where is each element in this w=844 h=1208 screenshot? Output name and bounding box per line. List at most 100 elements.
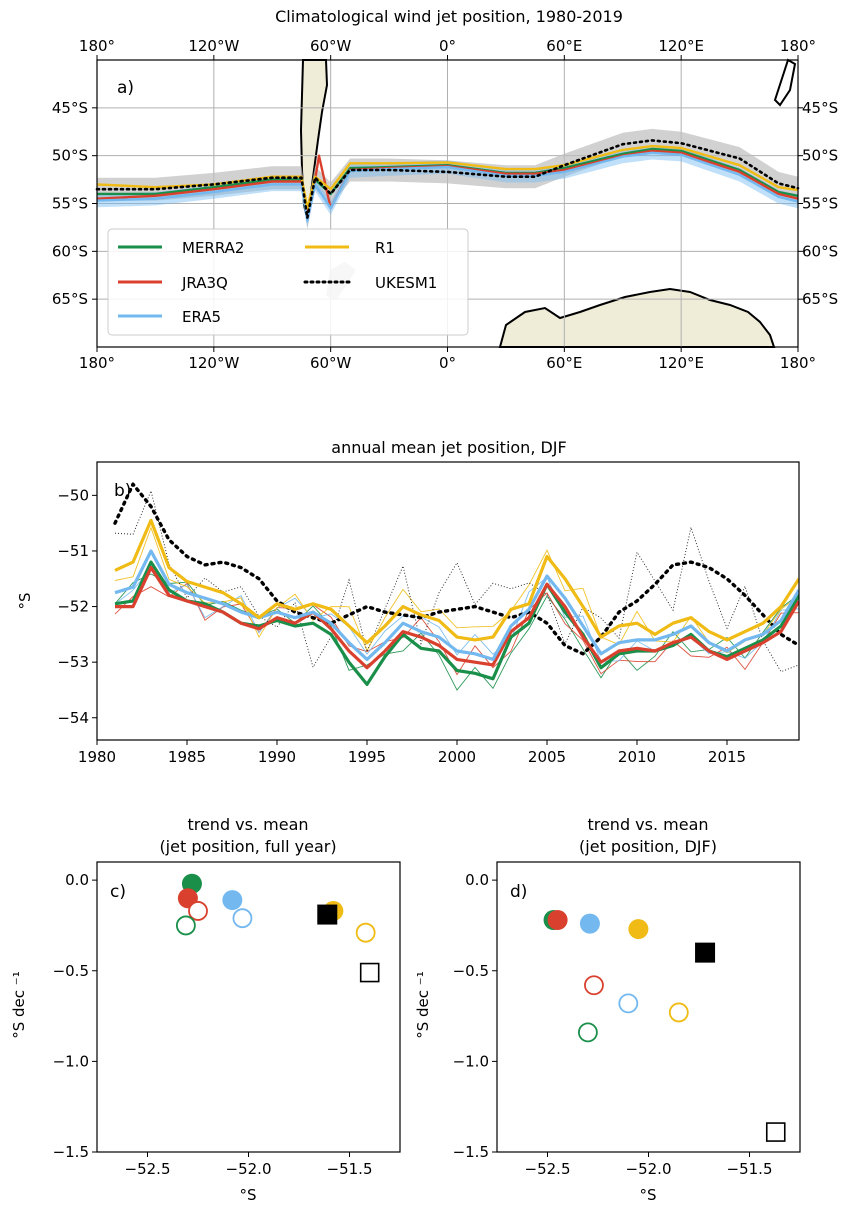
- panel-b-ylabel: °S: [16, 592, 34, 609]
- merra2-open-circle-point: [578, 1022, 598, 1043]
- era5-open-circle-point: [232, 908, 253, 929]
- legend-label-ukesm1: UKESM1: [375, 274, 437, 292]
- y-tick-label: −51: [57, 542, 89, 560]
- legend-box: [107, 228, 469, 336]
- panel-c-frame: [96, 861, 401, 1153]
- panel-b: annual mean jet position, DJF 1980 1985 19…: [16, 438, 800, 766]
- series-line-era5: [96, 151, 799, 222]
- x-tick-label-bottom: 180°: [780, 354, 816, 372]
- merra2-open-circle-point: [175, 915, 196, 936]
- y-tick-label: 0.0: [65, 871, 89, 889]
- y-tick-label-right: 50°S: [802, 147, 838, 165]
- y-tick-label: −0.5: [53, 962, 89, 980]
- x-tick-label: 1985: [168, 748, 206, 766]
- era5-open-circle-point: [618, 993, 639, 1014]
- x-tick-label-bottom: 180°: [79, 354, 115, 372]
- x-tick-label: −52.5: [525, 1160, 571, 1178]
- x-tick-label: 2000: [438, 748, 476, 766]
- y-tick-label: −1.0: [53, 1052, 89, 1070]
- x-tick-label: 2015: [708, 748, 746, 766]
- y-tick-label: −54: [57, 709, 89, 727]
- y-tick-label: −1.5: [53, 1143, 89, 1161]
- y-tick-label: −0.5: [453, 962, 489, 980]
- series-line-era5: [114, 549, 799, 661]
- ukesm1-filled-square-point: [317, 904, 338, 925]
- panel-c-label: c): [110, 882, 126, 902]
- x-tick-label-bottom: 0°: [439, 354, 456, 372]
- x-tick-label: 1990: [258, 748, 296, 766]
- panel-c: trend vs. mean (jet position, full year)…: [10, 815, 401, 1204]
- x-tick-label: 2005: [528, 748, 566, 766]
- ukesm1-filled-square-point: [695, 942, 716, 963]
- legend-label-jra3q: JRA3Q: [181, 274, 228, 292]
- panel-c-ticks: −52.5 −52.0 −51.5 0.0 −0.5 −1.0 −1.5: [53, 871, 373, 1178]
- x-tick-label: −51.5: [727, 1160, 773, 1178]
- x-tick-label-bottom: 120°E: [658, 354, 704, 372]
- panel-d-label: d): [510, 882, 527, 902]
- panel-a-lines: [95, 128, 800, 230]
- y-tick-label-left: 55°S: [52, 195, 88, 213]
- r1-open-circle-point: [668, 1002, 689, 1023]
- panel-c-xlabel: °S: [239, 1186, 256, 1204]
- legend-label-merra2: MERRA2: [182, 239, 244, 257]
- x-tick-label: 2010: [618, 748, 656, 766]
- panel-b-title: annual mean jet position, DJF: [331, 438, 566, 457]
- x-tick-label: −52.0: [626, 1160, 672, 1178]
- panel-d-ylabel: °S dec ⁻¹: [414, 971, 432, 1039]
- panel-b-clipped-lines: [113, 482, 799, 691]
- x-tick-label: −51.5: [327, 1160, 373, 1178]
- panel-d-ticks: −52.5 −52.0 −51.5 0.0 −0.5 −1.0 −1.5: [453, 871, 773, 1178]
- x-tick-label-top: 120°E: [658, 37, 704, 55]
- jra3q-open-circle-point: [188, 901, 208, 921]
- y-tick-label-left: 60°S: [52, 242, 88, 260]
- series-line-ukesm1: [95, 139, 800, 220]
- y-tick-label-left: 65°S: [52, 290, 88, 308]
- x-tick-label-bottom: 60°E: [546, 354, 582, 372]
- y-tick-label: −1.5: [453, 1143, 489, 1161]
- panel-a-title: Climatological wind jet position, 1980-2…: [275, 7, 623, 26]
- member-line-r1: [114, 526, 799, 654]
- y-tick-label-right: 65°S: [802, 290, 838, 308]
- legend-label-era5: ERA5: [182, 308, 221, 326]
- r1-open-circle-point: [355, 922, 376, 943]
- y-tick-label: 0.0: [465, 871, 489, 889]
- y-tick-label-right: 45°S: [802, 99, 838, 117]
- y-tick-label-right: 60°S: [802, 242, 838, 260]
- x-tick-label-top: 180°: [780, 37, 816, 55]
- era5-filled-circle-point: [222, 890, 243, 911]
- ukesm1-open-square-point: [359, 962, 380, 983]
- panel-a-label: a): [117, 78, 134, 98]
- x-tick-label: 1980: [78, 748, 116, 766]
- r1-filled-circle-point: [628, 919, 649, 940]
- x-tick-label-top: 120°W: [188, 37, 239, 55]
- x-tick-label-top: 60°W: [310, 37, 352, 55]
- panel-c-title-line1: trend vs. mean: [187, 815, 308, 834]
- panel-d-title-line1: trend vs. mean: [587, 815, 708, 834]
- panel-d-frame: [496, 861, 801, 1153]
- y-tick-label-right: 55°S: [802, 195, 838, 213]
- member-line-merra2: [114, 573, 799, 691]
- x-tick-label-top: 0°: [439, 37, 456, 55]
- y-tick-label-left: 50°S: [52, 147, 88, 165]
- x-tick-label-bottom: 120°W: [188, 354, 239, 372]
- x-tick-label: 1995: [348, 748, 386, 766]
- member-line-ukesm1: [114, 489, 799, 673]
- panel-a: Climatological wind jet position, 1980-2…: [52, 7, 838, 372]
- y-tick-label: −50: [57, 486, 89, 504]
- panel-d: trend vs. mean (jet position, DJF) −52.5…: [414, 815, 801, 1204]
- x-tick-label-bottom: 60°W: [310, 354, 352, 372]
- series-line-jra3q: [115, 566, 799, 670]
- member-line-era5: [114, 567, 799, 662]
- panel-b-label: b): [114, 481, 131, 501]
- series-line-ukesm1: [113, 482, 799, 656]
- x-tick-label-top: 180°: [79, 37, 115, 55]
- jra3q-open-circle-point: [584, 975, 604, 996]
- panel-b-ticks: 1980 1985 1990 1995 2000 2005 2010 2015 −50 −51 −5…: [57, 486, 746, 766]
- panel-c-title-line2: (jet position, full year): [159, 837, 336, 856]
- panel-d-title-line2: (jet position, DJF): [579, 837, 717, 856]
- panel-a-legend: MERRA2 JRA3Q ERA5 R1 UKESM1: [107, 228, 469, 336]
- legend-label-r1: R1: [375, 239, 395, 257]
- panel-b-frame: [96, 461, 800, 741]
- panel-d-xlabel: °S: [639, 1186, 656, 1204]
